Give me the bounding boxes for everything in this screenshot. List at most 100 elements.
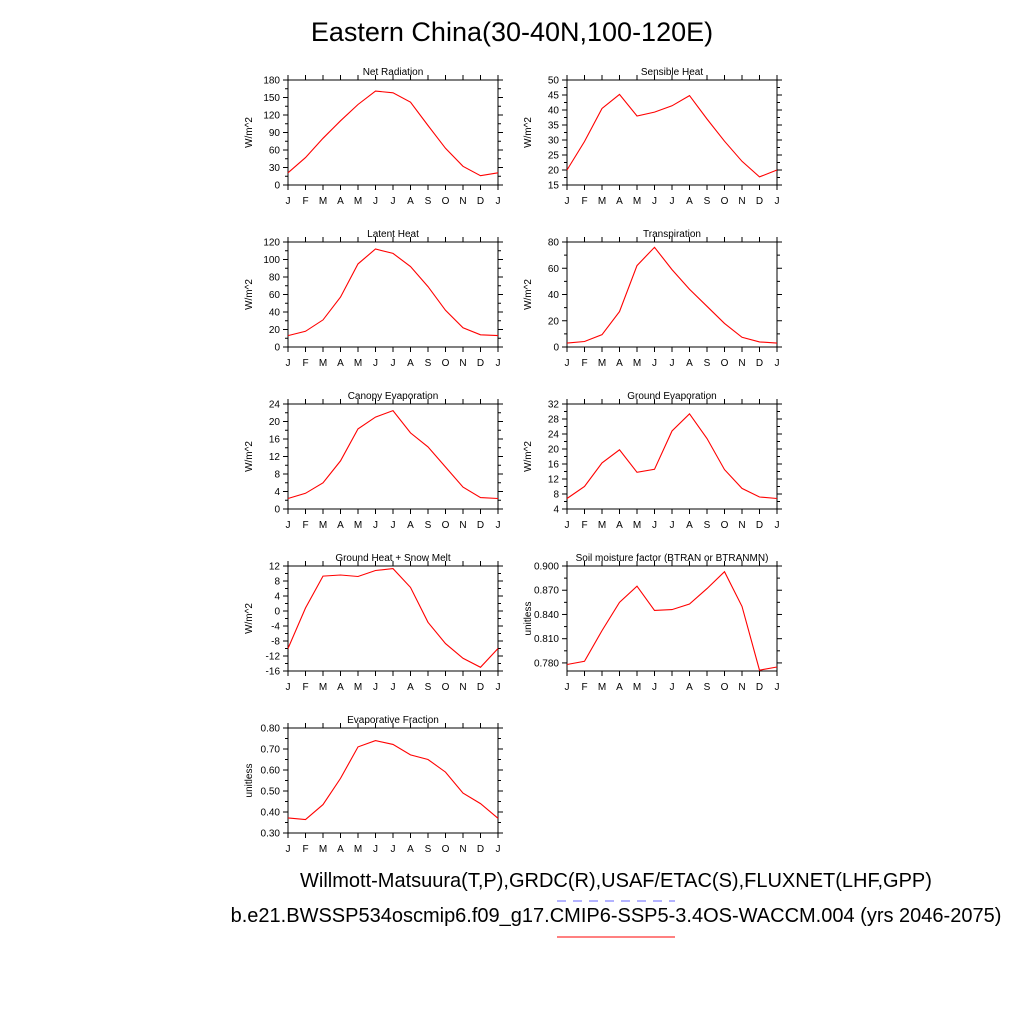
x-tick-label: D (477, 844, 484, 855)
y-tick-label: 0.80 (261, 724, 281, 735)
x-tick-label: F (302, 844, 308, 855)
figure-title: Eastern China(30-40N,100-120E) (310, 17, 714, 47)
x-tick-label: J (670, 682, 675, 693)
y-tick-label: 40 (548, 290, 560, 301)
x-tick-label: A (337, 196, 344, 207)
plot-frame (287, 79, 499, 186)
y-tick-label: 0.60 (261, 766, 281, 777)
y-axis-label: W/m^2 (523, 117, 534, 148)
panel-title: Transpiration (643, 229, 701, 240)
y-tick-label: 4 (553, 505, 559, 516)
x-tick-label: M (354, 844, 362, 855)
x-tick-label: O (721, 358, 729, 369)
plot-frame (566, 241, 778, 348)
y-tick-label: 50 (548, 76, 560, 87)
x-tick-label: J (286, 520, 291, 531)
footer-model-label: b.e21.BWSSP534oscmip6.f09_g17.CMIP6-SSP5… (230, 905, 1002, 927)
x-tick-label: J (652, 520, 657, 531)
x-tick-label: F (581, 196, 587, 207)
y-tick-label: 24 (269, 400, 281, 411)
y-tick-label: 0 (274, 343, 280, 354)
x-tick-label: D (756, 520, 763, 531)
plot-frame (566, 403, 778, 510)
x-tick-label: J (496, 196, 501, 207)
y-tick-label: 0.900 (534, 562, 559, 573)
x-tick-label: J (565, 682, 570, 693)
x-tick-label: J (373, 196, 378, 207)
y-tick-label: 8 (274, 470, 280, 481)
x-tick-label: J (565, 520, 570, 531)
x-tick-label: J (670, 358, 675, 369)
x-tick-label: S (704, 682, 711, 693)
series-line (287, 90, 499, 177)
x-tick-label: J (652, 682, 657, 693)
y-tick-label: 0.30 (261, 829, 281, 840)
x-tick-label: J (391, 196, 396, 207)
x-tick-label: J (775, 358, 780, 369)
x-tick-label: F (302, 682, 308, 693)
x-tick-label: N (459, 844, 466, 855)
series-line (566, 93, 778, 178)
x-tick-label: J (775, 682, 780, 693)
x-tick-label: D (756, 196, 763, 207)
y-tick-label: 8 (274, 577, 280, 588)
x-tick-label: A (616, 520, 623, 531)
x-tick-label: J (652, 196, 657, 207)
x-tick-label: M (633, 196, 641, 207)
y-tick-label: 0 (553, 343, 559, 354)
x-tick-label: O (442, 196, 450, 207)
x-tick-label: D (477, 358, 484, 369)
x-tick-label: F (302, 358, 308, 369)
y-tick-label: 0.840 (534, 610, 559, 621)
y-tick-label: 0 (274, 607, 280, 618)
x-tick-label: J (652, 358, 657, 369)
y-tick-label: 40 (269, 308, 281, 319)
y-tick-label: 35 (548, 121, 560, 132)
y-tick-label: 16 (548, 460, 560, 471)
x-tick-label: F (302, 196, 308, 207)
x-tick-label: J (496, 520, 501, 531)
x-tick-label: S (425, 196, 432, 207)
x-tick-label: J (286, 358, 291, 369)
y-tick-label: 20 (548, 166, 560, 177)
y-tick-label: 28 (548, 415, 560, 426)
y-tick-label: 0.810 (534, 634, 559, 645)
y-axis-label: unitless (523, 602, 534, 636)
y-tick-label: 0.870 (534, 586, 559, 597)
x-tick-label: M (598, 358, 606, 369)
y-tick-label: 45 (548, 91, 560, 102)
x-tick-label: J (391, 358, 396, 369)
x-tick-label: D (477, 196, 484, 207)
plot-frame (287, 241, 499, 348)
y-axis-label: W/m^2 (523, 279, 534, 310)
x-tick-label: O (721, 196, 729, 207)
panel-title: Net Radiation (363, 67, 424, 78)
y-tick-label: 90 (269, 128, 281, 139)
x-tick-label: A (337, 844, 344, 855)
y-axis-label: W/m^2 (244, 117, 255, 148)
x-tick-label: O (442, 358, 450, 369)
x-tick-label: J (496, 844, 501, 855)
y-tick-label: 180 (263, 76, 280, 87)
x-tick-label: O (721, 520, 729, 531)
x-tick-label: J (391, 682, 396, 693)
x-tick-label: F (581, 520, 587, 531)
x-tick-label: J (373, 358, 378, 369)
x-tick-label: A (407, 520, 414, 531)
y-axis-label: W/m^2 (523, 441, 534, 472)
x-tick-label: S (425, 358, 432, 369)
y-tick-label: 15 (548, 181, 560, 192)
x-tick-label: N (738, 358, 745, 369)
y-tick-label: 60 (269, 146, 281, 157)
y-tick-label: 32 (548, 400, 560, 411)
y-tick-label: 30 (269, 163, 281, 174)
x-tick-label: N (459, 520, 466, 531)
y-axis-label: unitless (244, 764, 255, 798)
x-tick-label: A (686, 358, 693, 369)
y-tick-label: 0.70 (261, 745, 281, 756)
